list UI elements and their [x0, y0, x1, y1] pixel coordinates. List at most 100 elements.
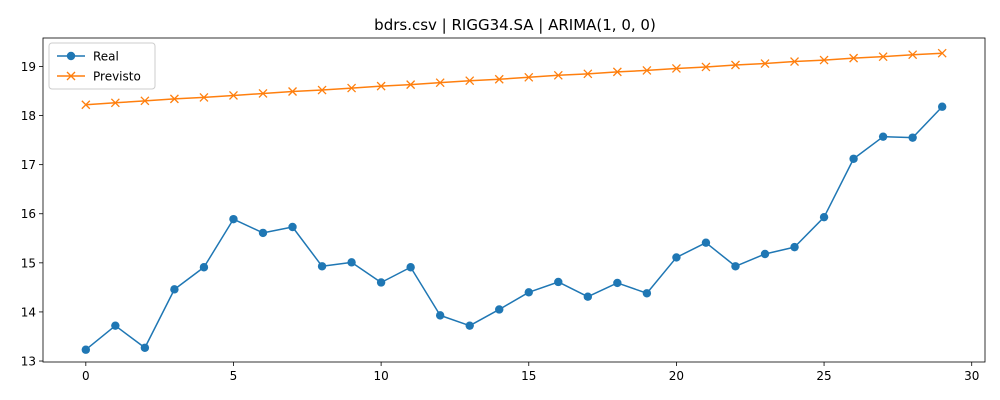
data-point-previsto [701, 62, 711, 72]
x-marker-stroke [376, 81, 386, 91]
data-point-previsto [465, 76, 475, 86]
x-marker-stroke [347, 83, 357, 93]
data-point-previsto [347, 83, 357, 93]
data-point-previsto [435, 78, 445, 88]
x-marker-stroke [642, 65, 652, 75]
legend-entry-real: Real [57, 50, 119, 64]
data-point-real [199, 263, 209, 272]
y-tick-label: 16 [21, 207, 36, 221]
data-point-real [376, 278, 386, 287]
x-marker-stroke [878, 52, 888, 62]
series-line-real [85, 106, 943, 351]
data-point-real [554, 277, 563, 287]
data-point-previsto [81, 100, 91, 110]
data-point-previsto [229, 90, 238, 100]
data-point-previsto [288, 87, 297, 96]
series-layer [81, 48, 947, 354]
data-point-real [495, 305, 504, 314]
x-marker-stroke [406, 80, 416, 90]
x-tick-label: 15 [521, 369, 536, 383]
axes-frame [42, 37, 986, 363]
y-tick-label: 14 [21, 305, 36, 319]
x-marker-stroke [199, 92, 209, 102]
x-marker-stroke [819, 55, 829, 65]
data-point-real [317, 262, 327, 271]
data-point-previsto [612, 67, 622, 77]
data-point-real [878, 132, 888, 141]
legend-box [48, 42, 156, 90]
data-point-previsto [494, 74, 504, 84]
x-marker-stroke [81, 100, 91, 110]
y-tick-label: 17 [21, 158, 36, 172]
data-point-previsto [819, 55, 829, 65]
data-point-real [435, 311, 445, 320]
x-tick-label: 10 [373, 369, 388, 383]
data-point-real [81, 345, 91, 354]
x-marker-stroke [790, 57, 799, 67]
legend-entry-previsto: Previsto [57, 70, 141, 84]
x-tick-label: 25 [816, 369, 831, 383]
data-point-real [613, 278, 622, 288]
x-marker-stroke [465, 76, 475, 86]
data-point-previsto [110, 98, 120, 108]
data-point-previsto [169, 94, 179, 104]
data-point-previsto [642, 65, 652, 75]
data-point-previsto [317, 85, 327, 95]
data-point-previsto [908, 50, 918, 60]
data-point-real [731, 262, 740, 271]
x-tick-label: 30 [964, 369, 979, 383]
legend-label: Previsto [93, 70, 141, 84]
data-point-real [819, 212, 829, 222]
data-point-real [465, 321, 474, 330]
x-marker-stroke [671, 63, 681, 73]
data-point-previsto [406, 80, 416, 90]
x-marker-stroke [849, 53, 859, 63]
data-point-real [908, 133, 917, 142]
x-marker-stroke [553, 70, 563, 80]
legend: Real Previsto [48, 42, 156, 90]
data-point-real [937, 102, 947, 111]
data-point-real [849, 154, 858, 163]
x-tick-label: 20 [669, 369, 684, 383]
data-point-real [760, 249, 770, 259]
x-marker-stroke [288, 87, 297, 96]
x-marker-stroke [583, 69, 593, 79]
data-point-real [524, 288, 533, 297]
data-point-previsto [583, 69, 593, 79]
chart-title: bdrs.csv | RIGG34.SA | ARIMA(1, 0, 0) [374, 16, 656, 34]
data-point-real [170, 285, 179, 294]
x-marker-stroke [229, 90, 238, 100]
data-point-previsto [524, 72, 534, 82]
plot-area [43, 38, 985, 362]
axes-layer: 0 5 10 15 20 25 30 13 14 15 16 17 18 19 [21, 37, 986, 383]
data-point-previsto [258, 89, 268, 98]
x-marker-stroke [524, 72, 534, 82]
x-marker-stroke [435, 78, 445, 88]
data-point-real [288, 222, 297, 232]
y-tick-label: 13 [21, 355, 36, 369]
x-marker-stroke [731, 60, 740, 70]
data-point-previsto [140, 96, 150, 106]
legend-label: Real [93, 50, 119, 64]
data-point-previsto [760, 59, 770, 68]
y-tick-label: 15 [21, 256, 36, 270]
data-point-previsto [849, 53, 859, 63]
x-marker-stroke [317, 85, 327, 95]
x-marker-stroke [258, 89, 268, 98]
plot-background [43, 38, 985, 362]
x-marker-stroke [612, 67, 622, 77]
data-point-real [642, 289, 652, 298]
x-tick-label: 5 [230, 369, 238, 383]
x-marker-stroke [494, 74, 504, 84]
data-point-previsto [199, 92, 209, 102]
data-point-previsto [790, 57, 799, 67]
x-marker-stroke [937, 48, 947, 58]
data-point-previsto [553, 70, 563, 80]
legend-marker [66, 71, 76, 81]
x-marker-stroke [701, 62, 711, 72]
data-point-previsto [671, 63, 681, 73]
data-point-real [583, 292, 593, 301]
series-line-previsto [85, 52, 943, 106]
